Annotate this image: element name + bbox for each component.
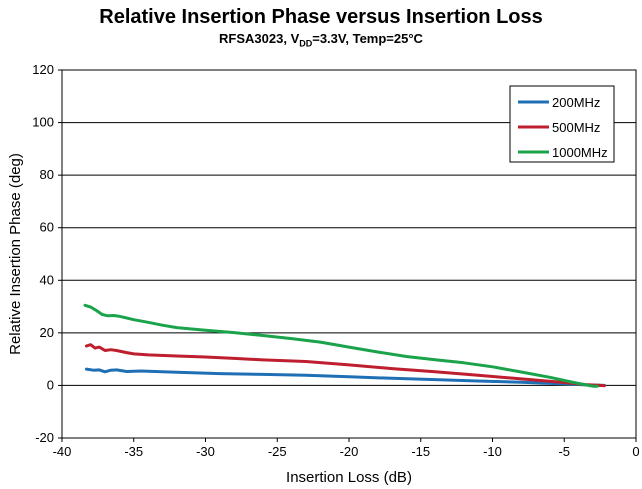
series-line-1000MHz [83, 303, 599, 388]
x-tick-label: -40 [53, 444, 72, 459]
legend: 200MHz 500MHz 1000MHz [509, 85, 615, 163]
y-tick-label: 20 [40, 325, 54, 340]
y-tick-label: 100 [32, 115, 54, 130]
tick-layer: -20 0 20 40 60 80 100 120 -40 -35 -30 -25 -20 -15 -10 -… [32, 62, 639, 459]
x-tick-label: -30 [196, 444, 215, 459]
series-layer [83, 303, 606, 388]
y-tick-label: 40 [40, 272, 54, 287]
x-tick-label: -10 [483, 444, 502, 459]
x-axis-title: Insertion Loss (dB) [286, 469, 412, 486]
x-tick-label: -20 [340, 444, 359, 459]
series-line-500MHz [84, 343, 606, 388]
y-tick-label: 0 [47, 377, 54, 392]
y-tick-label: 120 [32, 62, 54, 77]
y-tick-label: 60 [40, 220, 54, 235]
chart-title: Relative Insertion Phase versus Insertio… [99, 6, 543, 28]
legend-label-500MHz: 500MHz [552, 120, 600, 135]
legend-label-1000MHz: 1000MHz [552, 145, 608, 160]
x-tick-label: -35 [124, 444, 143, 459]
x-tick-label: 0 [632, 444, 639, 459]
subtitle-conditions: =3.3V, Temp=25°C [312, 31, 423, 46]
legend-box [509, 85, 615, 163]
y-tick-label: 80 [40, 167, 54, 182]
x-tick-label: -15 [411, 444, 430, 459]
y-tick-label: -20 [35, 430, 54, 445]
x-tick-label: -25 [268, 444, 287, 459]
legend-label-200MHz: 200MHz [552, 95, 600, 110]
x-tick-label: -5 [558, 444, 570, 459]
chart-subtitle: RFSA3023, VDD=3.3V, Temp=25°C [0, 31, 642, 49]
series-line-200MHz [84, 367, 606, 387]
subtitle-subscript: DD [299, 38, 313, 49]
y-axis-title: Relative Insertion Phase (deg) [7, 153, 24, 355]
subtitle-device: RFSA3023, V [219, 31, 300, 46]
